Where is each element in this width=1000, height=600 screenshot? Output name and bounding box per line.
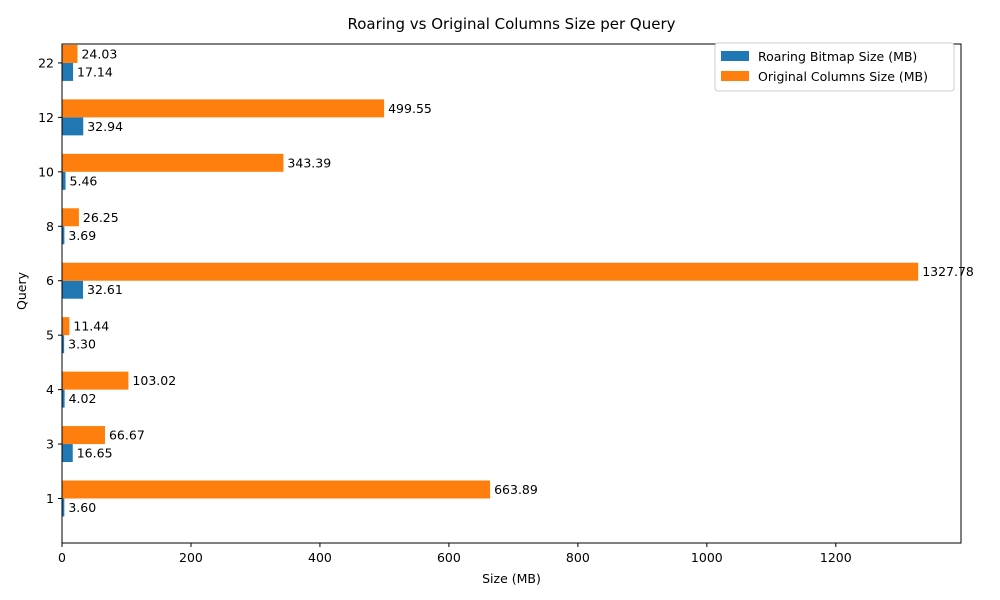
data-label-roaring-q1: 3.60 [68,500,96,515]
bar-roaring-q3 [62,444,73,463]
x-tick-label-1200: 1200 [820,550,852,565]
x-tick-label-600: 600 [437,550,461,565]
y-tick-label-q8: 8 [46,219,54,234]
legend-box [714,42,955,92]
data-label-original-q6: 1327.78 [922,264,974,279]
x-tick-label-400: 400 [308,550,332,565]
data-label-roaring-q4: 4.02 [69,391,97,406]
data-label-original-q8: 26.25 [83,210,119,225]
bar-roaring-q1 [62,498,65,517]
y-axis-label: Query [14,271,29,310]
axis-ticks: 1 3 4 5 6 8 10 12 22 0 200 400 600 800 1000 1200 [38,43,962,565]
bar-roaring-q6 [62,280,84,299]
data-label-original-q10: 343.39 [287,155,331,170]
y-tick-label-q4: 4 [46,382,54,397]
data-label-roaring-q10: 5.46 [70,173,98,188]
data-label-roaring-q22: 17.14 [77,64,113,79]
bar-roaring-q22 [62,62,74,81]
y-tick-label-q12: 12 [38,110,54,125]
data-label-roaring-q12: 32.94 [87,119,123,134]
x-tick-label-0: 0 [58,550,66,565]
data-label-roaring-q5: 3.30 [68,337,96,352]
plot-area: 3.60 663.89 16.65 66.67 4.02 103.02 3.30 11.44 3… [62,44,974,517]
data-label-original-q4: 103.02 [132,373,176,388]
bar-original-q6 [62,262,919,281]
legend: Roaring Bitmap Size (MB) Original Columns… [714,42,955,92]
legend-swatch-original [721,71,749,81]
y-tick-label-q10: 10 [38,164,54,179]
data-label-roaring-q3: 16.65 [77,446,113,461]
legend-label-roaring: Roaring Bitmap Size (MB) [758,49,917,64]
bar-original-q3 [62,426,105,445]
y-tick-label-q3: 3 [46,437,54,452]
x-tick-label-200: 200 [179,550,203,565]
bar-roaring-q8 [62,226,65,245]
data-label-original-q12: 499.55 [388,101,432,116]
y-tick-label-q22: 22 [38,55,54,70]
y-tick-label-q5: 5 [46,328,54,343]
legend-label-original: Original Columns Size (MB) [758,69,928,84]
data-label-roaring-q6: 32.61 [87,282,123,297]
bar-roaring-q5 [62,335,65,354]
legend-swatch-roaring [721,51,749,61]
x-axis-label: Size (MB) [482,571,541,586]
plot-frame [61,43,962,544]
bar-original-q10 [62,153,284,172]
chart-title: Roaring vs Original Columns Size per Que… [347,15,675,33]
data-label-original-q22: 24.03 [81,46,117,61]
data-label-original-q5: 11.44 [73,319,109,334]
bar-original-q22 [62,44,78,63]
data-label-original-q1: 663.89 [494,482,538,497]
bar-roaring-q10 [62,171,66,190]
bar-roaring-q12 [62,117,84,136]
x-tick-label-800: 800 [566,550,590,565]
y-tick-label-q1: 1 [46,491,54,506]
bar-roaring-q4 [62,389,65,408]
bar-original-q8 [62,208,79,227]
x-tick-label-1000: 1000 [691,550,723,565]
y-tick-label-q6: 6 [46,273,54,288]
bar-original-q5 [62,317,70,336]
bar-original-q1 [62,480,491,499]
bar-original-q4 [62,371,129,390]
bar-original-q12 [62,99,385,118]
data-label-original-q3: 66.67 [109,428,145,443]
data-label-roaring-q8: 3.69 [68,228,96,243]
